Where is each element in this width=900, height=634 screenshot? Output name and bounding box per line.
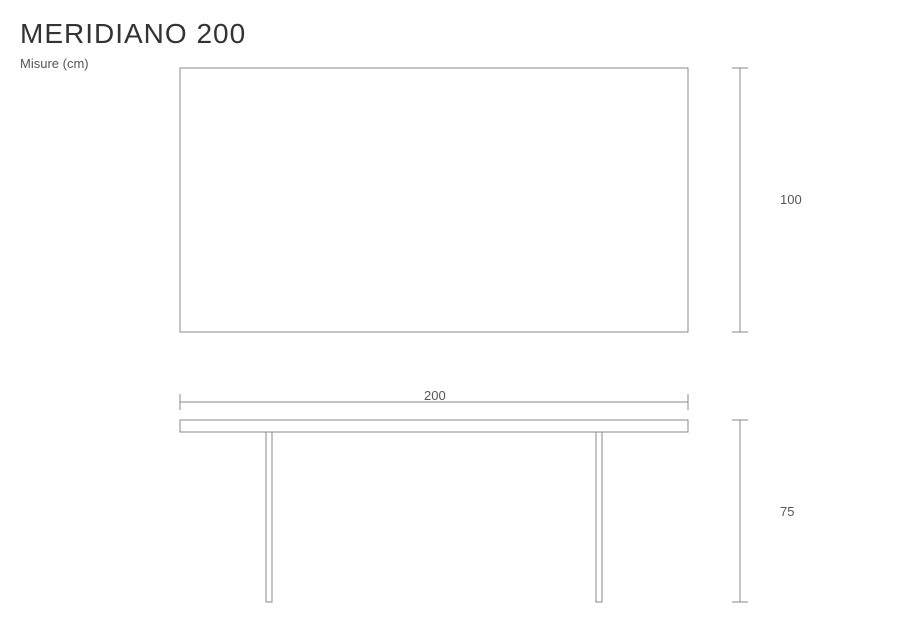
width-dimension-label: 200	[424, 388, 446, 403]
page: MERIDIANO 200 Misure (cm) 100 200 75	[0, 0, 900, 634]
height-dimension-label: 75	[780, 504, 794, 519]
depth-dimension-label: 100	[780, 192, 802, 207]
technical-drawing	[0, 0, 900, 634]
